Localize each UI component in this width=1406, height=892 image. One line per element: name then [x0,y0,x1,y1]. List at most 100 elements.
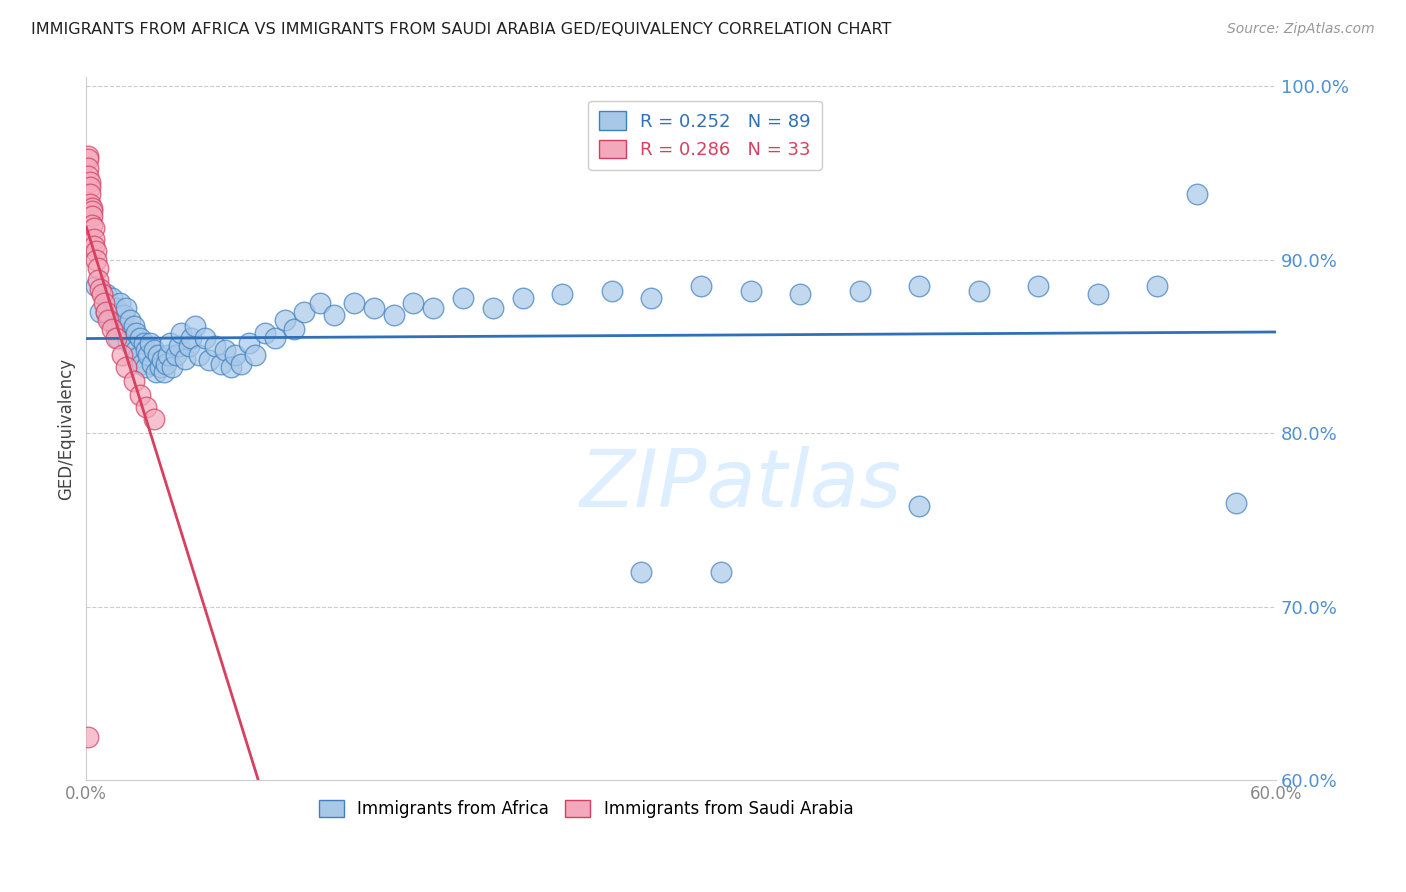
Point [105,322,128,336]
Point [219,360,242,375]
Point [551,287,574,301]
Point [127,350,149,364]
Point [122,374,145,388]
Point [382,308,405,322]
Point [79,175,101,189]
Point [117,334,139,349]
Point [152,366,174,380]
Point [115,326,138,340]
Point [132,335,155,350]
Point [169,339,191,353]
Point [146,348,169,362]
Point [1225,495,1247,509]
Point [630,565,652,579]
Point [481,301,503,316]
Point [156,348,179,362]
Point [184,318,207,333]
Point [273,313,295,327]
Point [174,351,197,366]
Point [128,388,150,402]
Point [84,244,107,258]
Point [135,343,157,357]
Point [118,313,141,327]
Point [690,278,713,293]
Point [83,221,105,235]
Point [1026,278,1049,293]
Point [309,296,332,310]
Point [131,357,153,371]
Point [1146,278,1168,293]
Point [283,322,305,336]
Point [253,326,276,340]
Point [139,335,162,350]
Point [1087,287,1109,301]
Point [135,360,157,375]
Point [170,326,193,340]
Point [79,197,101,211]
Point [789,287,811,301]
Point [79,179,101,194]
Point [115,360,138,375]
Point [83,232,105,246]
Point [908,278,931,293]
Point [150,353,173,368]
Point [128,331,150,345]
Point [135,400,157,414]
Text: ZIPatlas: ZIPatlas [579,446,901,524]
Point [105,331,128,345]
Point [111,318,134,333]
Point [142,412,165,426]
Point [82,201,104,215]
Point [967,284,990,298]
Point [136,348,159,362]
Point [107,331,129,345]
Y-axis label: GED/Equivalency: GED/Equivalency [58,358,75,500]
Point [263,331,285,345]
Point [77,730,100,744]
Point [160,360,183,375]
Point [122,318,145,333]
Point [145,366,167,380]
Point [180,331,202,345]
Point [640,291,662,305]
Point [77,161,100,175]
Point [125,343,148,357]
Point [83,239,105,253]
Point [125,326,148,340]
Point [422,301,444,316]
Point [155,357,177,371]
Point [204,339,226,353]
Point [82,218,104,232]
Point [89,304,111,318]
Point [142,343,165,357]
Point [908,499,931,513]
Point [451,291,474,305]
Point [79,186,101,201]
Point [512,291,534,305]
Point [89,282,111,296]
Point [111,348,134,362]
Point [740,284,762,298]
Point [94,287,117,301]
Legend: Immigrants from Africa, Immigrants from Saudi Arabia: Immigrants from Africa, Immigrants from … [312,793,860,825]
Point [710,565,733,579]
Point [108,296,131,310]
Point [194,331,217,345]
Point [87,273,110,287]
Point [94,304,117,318]
Point [93,296,115,310]
Point [363,301,385,316]
Point [165,348,187,362]
Point [82,209,104,223]
Point [84,252,107,267]
Point [159,335,181,350]
Point [77,169,100,184]
Point [98,313,121,327]
Point [238,335,260,350]
Point [149,360,172,375]
Point [600,284,623,298]
Point [94,304,117,318]
Point [179,339,201,353]
Point [101,291,124,305]
Point [87,261,110,276]
